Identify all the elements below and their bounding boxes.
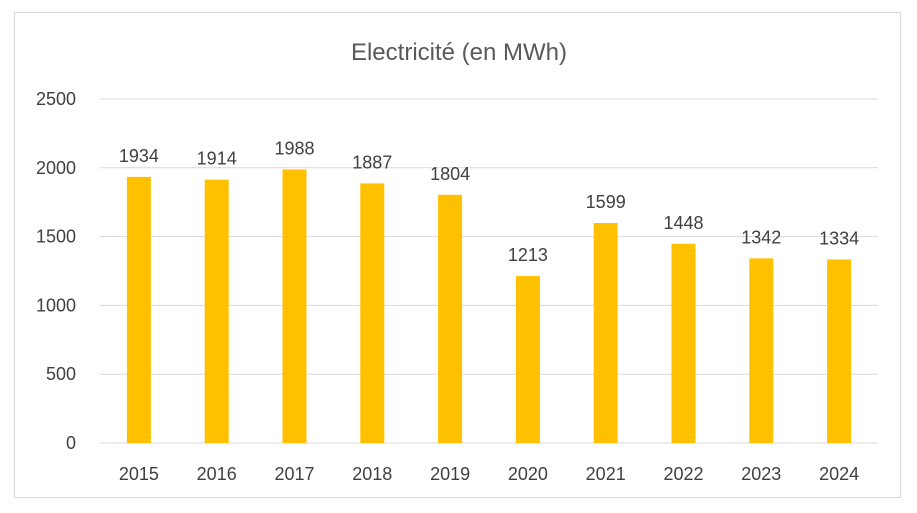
x-tick-label: 2024 bbox=[819, 464, 859, 484]
x-tick-label: 2015 bbox=[119, 464, 159, 484]
gridlines bbox=[100, 98, 878, 444]
y-tick-label: 1500 bbox=[36, 227, 76, 247]
x-tick-label: 2017 bbox=[274, 464, 314, 484]
bar bbox=[671, 243, 696, 443]
data-label: 1934 bbox=[119, 146, 159, 166]
data-label: 1988 bbox=[274, 138, 314, 158]
bars bbox=[126, 169, 852, 444]
bar bbox=[827, 259, 852, 443]
y-tick-label: 2000 bbox=[36, 158, 76, 178]
x-axis-ticks: 2015 2016 2017 2018 2019 2020 2021 2022 2023 2024 bbox=[119, 464, 859, 484]
x-tick-label: 2019 bbox=[430, 464, 470, 484]
x-tick-label: 2021 bbox=[586, 464, 626, 484]
data-label: 1804 bbox=[430, 164, 470, 184]
data-label: 1342 bbox=[741, 227, 781, 247]
data-labels: 1934 1914 1988 1887 1804 1213 1599 1448 1342 1334 bbox=[119, 138, 859, 265]
x-tick-label: 2023 bbox=[741, 464, 781, 484]
data-label: 1914 bbox=[197, 149, 237, 169]
y-axis-ticks: 0 500 1000 1500 2000 2500 bbox=[36, 89, 76, 453]
bar bbox=[593, 222, 618, 443]
x-tick-label: 2016 bbox=[197, 464, 237, 484]
data-label: 1448 bbox=[663, 213, 703, 233]
bar bbox=[126, 176, 151, 444]
bar bbox=[515, 276, 540, 443]
x-tick-label: 2020 bbox=[508, 464, 548, 484]
data-label: 1599 bbox=[586, 192, 626, 212]
bar bbox=[438, 194, 463, 443]
bar bbox=[282, 169, 307, 443]
y-tick-label: 1000 bbox=[36, 295, 76, 315]
y-tick-label: 500 bbox=[46, 364, 76, 384]
y-tick-label: 2500 bbox=[36, 89, 76, 109]
x-tick-label: 2018 bbox=[352, 464, 392, 484]
bar bbox=[204, 179, 229, 443]
data-label: 1334 bbox=[819, 228, 859, 248]
x-tick-label: 2022 bbox=[663, 464, 703, 484]
data-label: 1887 bbox=[352, 152, 392, 172]
bar bbox=[360, 183, 385, 443]
bar bbox=[749, 258, 774, 443]
chart-title: Electricité (en MWh) bbox=[351, 39, 567, 66]
y-tick-label: 0 bbox=[66, 433, 76, 453]
data-label: 1213 bbox=[508, 245, 548, 265]
